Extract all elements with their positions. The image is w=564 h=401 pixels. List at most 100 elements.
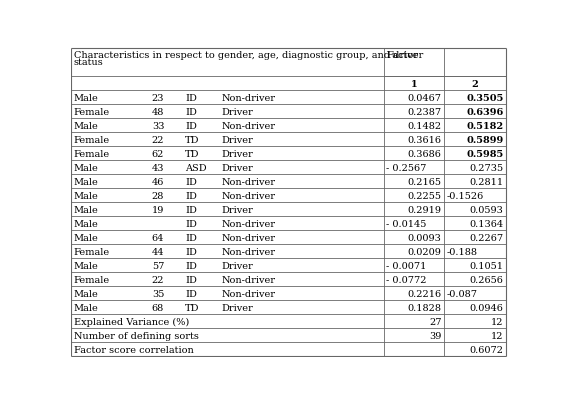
Text: ID: ID [185,247,197,256]
Text: status: status [73,58,103,67]
Text: 0.3686: 0.3686 [408,149,442,158]
Text: ID: ID [185,177,197,186]
Text: ID: ID [185,261,197,270]
Text: Male: Male [73,93,98,102]
Text: - 0.0071: - 0.0071 [386,261,426,270]
Text: Female: Female [73,275,110,284]
Text: 22: 22 [152,135,164,144]
Text: 48: 48 [152,107,164,116]
Text: 0.5182: 0.5182 [466,121,504,130]
Text: 0.2165: 0.2165 [408,177,442,186]
Text: 0.6072: 0.6072 [470,344,504,354]
Text: 22: 22 [152,275,164,284]
Text: 0.5985: 0.5985 [466,149,504,158]
Text: -0.188: -0.188 [446,247,477,256]
Text: 28: 28 [152,191,164,200]
Text: Driver: Driver [222,261,253,270]
Text: 1: 1 [411,79,417,88]
Text: ID: ID [185,219,197,228]
Text: Driver: Driver [222,135,253,144]
Text: ID: ID [185,191,197,200]
Text: 0.2811: 0.2811 [470,177,504,186]
Text: ASD: ASD [185,163,207,172]
Text: 0.0946: 0.0946 [470,303,504,312]
Text: Male: Male [73,163,98,172]
Text: 0.6396: 0.6396 [466,107,504,116]
Text: 0.1828: 0.1828 [408,303,442,312]
Text: 0.2919: 0.2919 [408,205,442,214]
Text: 46: 46 [152,177,164,186]
Text: 33: 33 [152,121,164,130]
Text: 0.0093: 0.0093 [408,233,442,242]
Text: Female: Female [73,107,110,116]
Text: 0.2735: 0.2735 [470,163,504,172]
Text: 19: 19 [152,205,164,214]
Text: -0.1526: -0.1526 [446,191,483,200]
Text: Non-driver: Non-driver [222,219,276,228]
Text: 0.2255: 0.2255 [408,191,442,200]
Text: Female: Female [73,149,110,158]
Text: ID: ID [185,107,197,116]
Text: Characteristics in respect to gender, age, diagnostic group, and driver: Characteristics in respect to gender, ag… [73,51,423,59]
Text: 0.0209: 0.0209 [408,247,442,256]
Text: 23: 23 [152,93,164,102]
Text: 44: 44 [152,247,164,256]
Text: TD: TD [185,149,200,158]
Text: 27: 27 [429,317,442,326]
Text: 0.1482: 0.1482 [408,121,442,130]
Text: Female: Female [73,135,110,144]
Text: 0.2267: 0.2267 [470,233,504,242]
Text: - 0.2567: - 0.2567 [386,163,426,172]
Text: 0.5899: 0.5899 [466,135,504,144]
Text: Male: Male [73,191,98,200]
Text: ID: ID [185,205,197,214]
Text: Driver: Driver [222,163,253,172]
Text: Non-driver: Non-driver [222,191,276,200]
Text: Non-driver: Non-driver [222,289,276,298]
Text: Male: Male [73,177,98,186]
Text: Non-driver: Non-driver [222,93,276,102]
Text: ID: ID [185,93,197,102]
Text: 57: 57 [152,261,164,270]
Text: 12: 12 [491,331,504,340]
Text: Male: Male [73,219,98,228]
Text: 0.3505: 0.3505 [466,93,504,102]
Text: 12: 12 [491,317,504,326]
Text: 43: 43 [152,163,164,172]
Text: 0.1364: 0.1364 [470,219,504,228]
Text: ID: ID [185,233,197,242]
Text: 35: 35 [152,289,164,298]
Text: Non-driver: Non-driver [222,177,276,186]
Text: ID: ID [185,275,197,284]
Text: Number of defining sorts: Number of defining sorts [73,331,199,340]
Text: Driver: Driver [222,149,253,158]
Text: Non-driver: Non-driver [222,275,276,284]
Text: ID: ID [185,289,197,298]
Text: Non-driver: Non-driver [222,121,276,130]
Text: Driver: Driver [222,107,253,116]
Text: 2: 2 [472,79,478,88]
Text: -0.087: -0.087 [446,289,477,298]
Text: Male: Male [73,233,98,242]
Text: Male: Male [73,205,98,214]
Text: 0.2656: 0.2656 [470,275,504,284]
Text: Male: Male [73,303,98,312]
Text: - 0.0772: - 0.0772 [386,275,426,284]
Text: Female: Female [73,247,110,256]
Text: ID: ID [185,121,197,130]
Text: - 0.0145: - 0.0145 [386,219,426,228]
Text: Male: Male [73,261,98,270]
Text: TD: TD [185,303,200,312]
Text: 0.0467: 0.0467 [408,93,442,102]
Text: 0.0593: 0.0593 [470,205,504,214]
Text: 0.1051: 0.1051 [470,261,504,270]
Text: Explained Variance (%): Explained Variance (%) [73,317,189,326]
Text: 0.2387: 0.2387 [408,107,442,116]
Text: Non-driver: Non-driver [222,247,276,256]
Text: Factor score correlation: Factor score correlation [73,344,193,354]
Text: Non-driver: Non-driver [222,233,276,242]
Text: 64: 64 [152,233,164,242]
Text: 62: 62 [152,149,164,158]
Text: Factor: Factor [386,51,418,59]
Text: 39: 39 [429,331,442,340]
